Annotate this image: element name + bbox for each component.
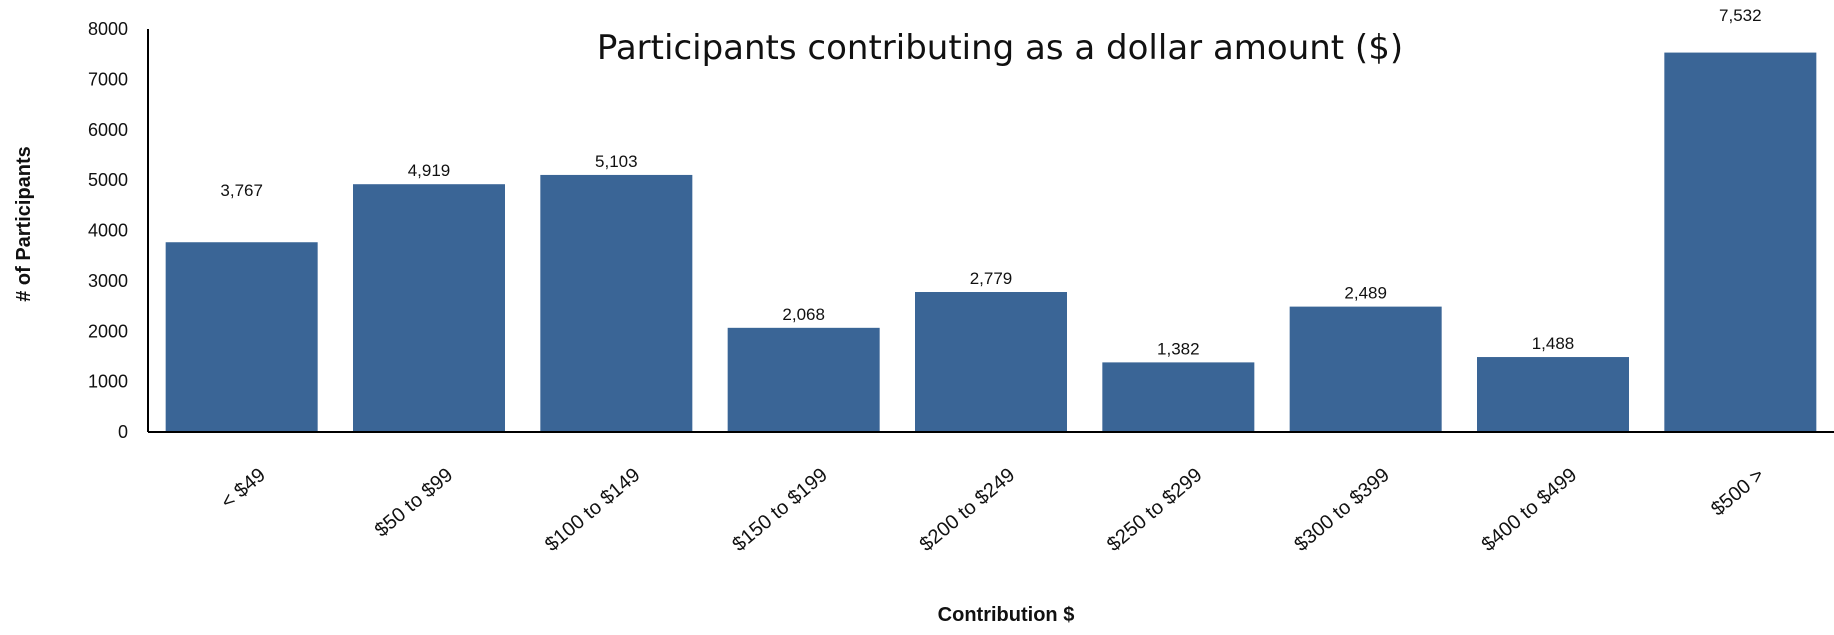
- data-labels: 3,767 4,919 5,103 2,068 2,779 1,382 2,489 1,488…: [220, 6, 1761, 358]
- x-category-label: $50 to $99: [371, 464, 458, 542]
- y-tick-label: 0: [118, 422, 128, 442]
- y-tick-label: 4000: [88, 221, 128, 241]
- y-tick-label: 1000: [88, 372, 128, 392]
- data-label: 1,488: [1532, 334, 1575, 353]
- data-label: 3,767: [220, 181, 263, 200]
- data-label: 2,068: [782, 305, 825, 324]
- bar: [1477, 357, 1629, 432]
- bar: [165, 242, 318, 432]
- data-label: 1,382: [1157, 339, 1200, 358]
- x-category-label: $100 to $149: [541, 464, 645, 556]
- y-tick-label: 5000: [88, 170, 128, 190]
- x-category-label: $300 to $399: [1290, 464, 1394, 556]
- y-tick-label: 3000: [88, 271, 128, 291]
- x-category-label: $150 to $199: [728, 464, 832, 556]
- data-label: 4,919: [408, 161, 451, 180]
- data-label: 2,779: [970, 269, 1013, 288]
- x-category-label: $400 to $499: [1478, 464, 1582, 556]
- y-axis-ticks: 0 1000 2000 3000 4000 5000 6000 7000 8000: [88, 19, 128, 442]
- x-axis-title: Contribution $: [938, 604, 1075, 626]
- bar: [727, 327, 880, 432]
- x-category-label: $200 to $249: [916, 464, 1020, 556]
- x-axis-categories: < $49 $50 to $99 $100 to $149 $150 to $199 $…: [217, 464, 1769, 556]
- bar: [1664, 52, 1817, 432]
- y-axis-title: # of Participants: [13, 146, 35, 302]
- y-tick-label: 8000: [88, 19, 128, 39]
- x-category-label: < $49: [217, 464, 270, 513]
- bar: [1289, 306, 1442, 432]
- bar: [353, 184, 505, 432]
- y-tick-label: 6000: [88, 120, 128, 140]
- bar: [915, 292, 1067, 432]
- y-tick-label: 7000: [88, 69, 128, 89]
- data-label: 5,103: [595, 152, 638, 171]
- x-category-label: $250 to $299: [1103, 464, 1207, 556]
- y-tick-label: 2000: [88, 321, 128, 341]
- bar: [540, 174, 693, 432]
- x-category-label: $500 >: [1707, 464, 1768, 521]
- bars: [165, 52, 1817, 432]
- chart-title: Participants contributing as a dollar am…: [597, 28, 1403, 68]
- data-label: 2,489: [1344, 284, 1387, 303]
- data-label: 7,532: [1719, 6, 1762, 25]
- bar: [1102, 362, 1255, 432]
